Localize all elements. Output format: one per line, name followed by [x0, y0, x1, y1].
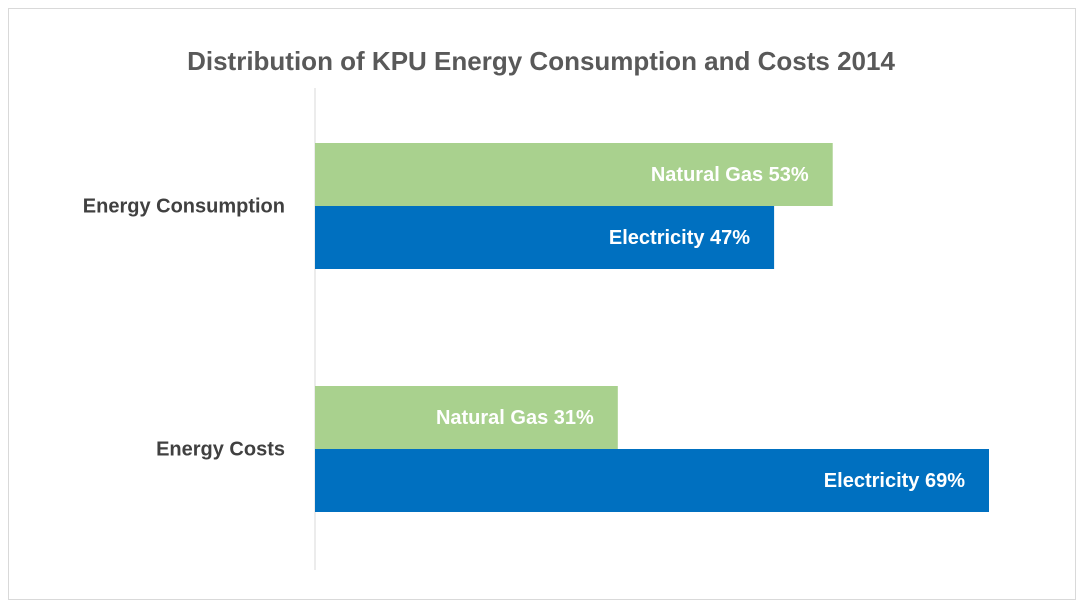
data-label: Natural Gas 53%	[651, 164, 809, 186]
data-label: Electricity 47%	[609, 227, 750, 249]
category-label: Energy Costs	[156, 438, 285, 460]
bar	[315, 386, 618, 449]
chart-title: Distribution of KPU Energy Consumption a…	[187, 46, 895, 76]
bar	[315, 449, 989, 512]
data-label: Electricity 69%	[824, 470, 965, 492]
bar	[315, 206, 775, 269]
data-label: Natural Gas 31%	[436, 407, 594, 429]
bar	[315, 143, 833, 206]
category-label: Energy Consumption	[83, 195, 285, 217]
